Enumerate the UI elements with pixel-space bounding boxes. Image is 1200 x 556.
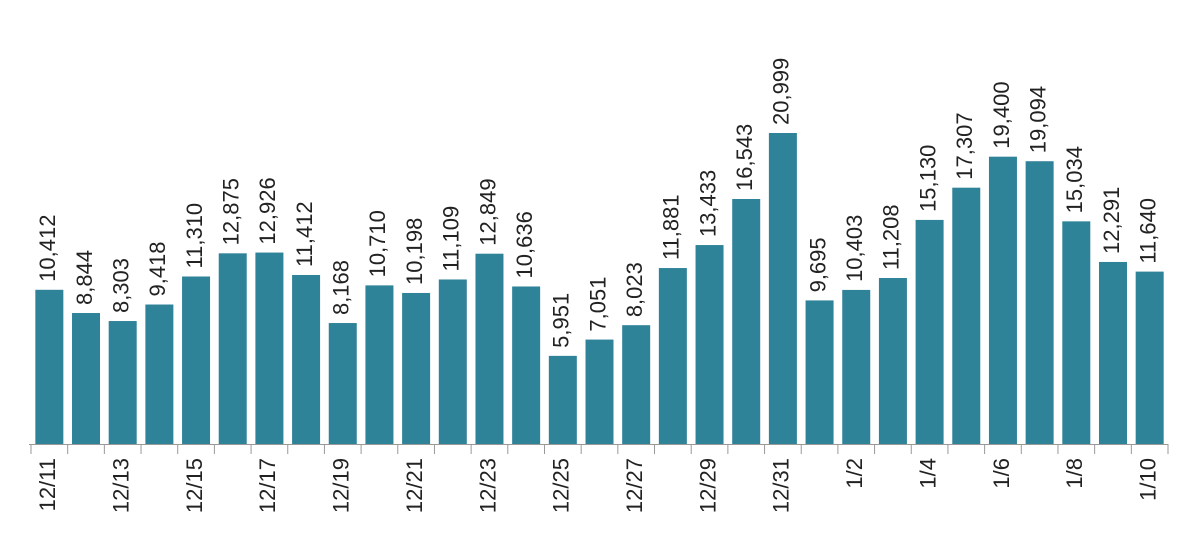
bar: [218, 253, 247, 444]
bar: [1025, 161, 1054, 444]
x-tick-label: 1/4: [915, 458, 940, 489]
bar: [952, 187, 981, 444]
value-label: 12,926: [255, 177, 280, 244]
x-tick-label: 12/13: [109, 458, 134, 513]
value-label: 7,051: [585, 277, 610, 332]
value-label: 10,636: [512, 211, 537, 278]
x-tick-label: 12/19: [329, 458, 354, 513]
x-tick-label: 12/21: [402, 458, 427, 513]
value-label: 11,109: [439, 206, 464, 272]
bar: [512, 286, 541, 444]
bar: [805, 300, 834, 444]
x-tick-label: 1/6: [989, 458, 1014, 489]
bar: [35, 289, 64, 444]
value-label: 13,433: [695, 170, 720, 237]
bar: [1135, 271, 1164, 444]
bar: [255, 252, 284, 444]
x-tick-label: 1/2: [842, 458, 867, 489]
bar: [292, 274, 321, 444]
value-label: 12,291: [1099, 187, 1124, 254]
bar: [475, 253, 504, 444]
bar: [182, 276, 211, 444]
bar: [328, 323, 357, 444]
value-label: 8,844: [72, 250, 97, 305]
value-label: 5,951: [549, 293, 574, 348]
bar: [585, 339, 614, 444]
bar: [915, 219, 944, 444]
value-label: 16,543: [732, 124, 757, 191]
bar: [622, 325, 651, 444]
value-label: 9,418: [145, 241, 170, 296]
bar: [732, 198, 761, 444]
bar: [145, 304, 174, 444]
value-label: 19,094: [1025, 86, 1050, 153]
bar: [842, 289, 871, 444]
value-label: 19,400: [989, 81, 1014, 148]
x-tick-label: 12/27: [622, 458, 647, 513]
bar: [1098, 261, 1127, 444]
value-label: 8,303: [109, 258, 134, 313]
x-tick-label: 12/31: [769, 458, 794, 513]
bar: [768, 133, 797, 444]
bar: [878, 278, 907, 444]
bar: [365, 285, 394, 444]
value-label: 11,881: [659, 194, 684, 260]
x-tick-label: 12/23: [475, 458, 500, 513]
bar: [108, 321, 137, 444]
x-tick-label: 12/11: [35, 458, 60, 511]
bar: [658, 268, 687, 444]
value-label: 11,208: [879, 204, 904, 270]
value-label: 17,307: [952, 112, 977, 179]
value-label: 20,999: [769, 58, 794, 125]
x-tick-label: 12/25: [549, 458, 574, 513]
value-label: 11,640: [1135, 198, 1160, 264]
value-label: 11,310: [182, 203, 207, 269]
x-tick-label: 12/17: [255, 458, 280, 513]
value-label: 8,023: [622, 262, 647, 317]
value-label: 8,168: [329, 260, 354, 315]
bar: [988, 156, 1017, 444]
bar: [72, 313, 101, 444]
x-tick-label: 1/8: [1062, 458, 1087, 489]
bar: [695, 245, 724, 444]
value-label: 10,198: [402, 218, 427, 285]
value-label: 15,034: [1062, 146, 1087, 213]
value-label: 10,710: [365, 210, 390, 277]
value-label: 12,849: [475, 178, 500, 245]
value-label: 12,875: [219, 178, 244, 245]
value-label: 15,130: [915, 145, 940, 212]
x-tick-label: 12/29: [695, 458, 720, 513]
bar: [548, 355, 577, 444]
value-label: 11,412: [292, 201, 317, 267]
value-label: 10,412: [35, 214, 60, 281]
bar: [402, 292, 431, 444]
bar: [438, 279, 467, 444]
bar: [1062, 221, 1091, 444]
x-tick-label: 1/10: [1135, 458, 1160, 501]
value-label: 10,403: [842, 215, 867, 282]
x-tick-label: 12/15: [182, 458, 207, 513]
value-label: 9,695: [805, 237, 830, 292]
